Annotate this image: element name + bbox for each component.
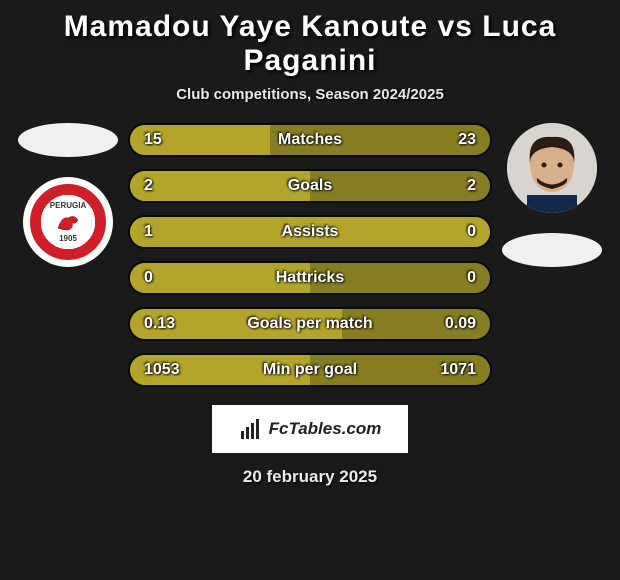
stat-right-value: 2 — [467, 177, 476, 195]
stat-right-value: 0.09 — [445, 315, 476, 333]
comparison-main: PERUGIA 1905 15Matches23 2Goals2 1Assists0… — [10, 123, 610, 387]
stat-row: 1Assists0 — [128, 215, 492, 249]
stat-row: 2Goals2 — [128, 169, 492, 203]
stat-bars: 15Matches232Goals21Assists00Hattricks00.… — [128, 123, 492, 387]
left-player-col: PERUGIA 1905 — [18, 123, 118, 267]
stat-right-value: 0 — [467, 223, 476, 241]
club-badge-perugia: PERUGIA 1905 — [30, 184, 106, 260]
stat-right-value: 0 — [467, 269, 476, 287]
brand-label: FcTables.com — [269, 419, 382, 439]
club-name: PERUGIA — [50, 201, 86, 210]
subtitle: Club competitions, Season 2024/2025 — [10, 86, 610, 103]
griffin-icon — [54, 210, 82, 232]
stat-label: Assists — [130, 223, 490, 241]
stat-label: Min per goal — [130, 361, 490, 379]
stat-label: Hattricks — [130, 269, 490, 287]
stat-right-value: 1071 — [440, 361, 476, 379]
stat-label: Goals — [130, 177, 490, 195]
stat-label: Goals per match — [130, 315, 490, 333]
right-player-col — [502, 123, 602, 267]
stat-right-value: 23 — [458, 131, 476, 149]
left-player-placeholder — [18, 123, 118, 157]
chart-bars-icon — [239, 417, 263, 441]
brand-box[interactable]: FcTables.com — [212, 405, 408, 453]
stat-row: 15Matches23 — [128, 123, 492, 157]
stat-label: Matches — [130, 131, 490, 149]
left-club-badge: PERUGIA 1905 — [23, 177, 113, 267]
player-face-icon — [507, 123, 597, 213]
right-player-portrait — [507, 123, 597, 213]
stat-row: 0Hattricks0 — [128, 261, 492, 295]
club-year: 1905 — [50, 234, 86, 243]
stat-row: 0.13Goals per match0.09 — [128, 307, 492, 341]
page-title: Mamadou Yaye Kanoute vs Luca Paganini — [10, 10, 610, 78]
stat-row: 1053Min per goal1071 — [128, 353, 492, 387]
right-club-placeholder — [502, 233, 602, 267]
date-label: 20 february 2025 — [10, 467, 610, 487]
